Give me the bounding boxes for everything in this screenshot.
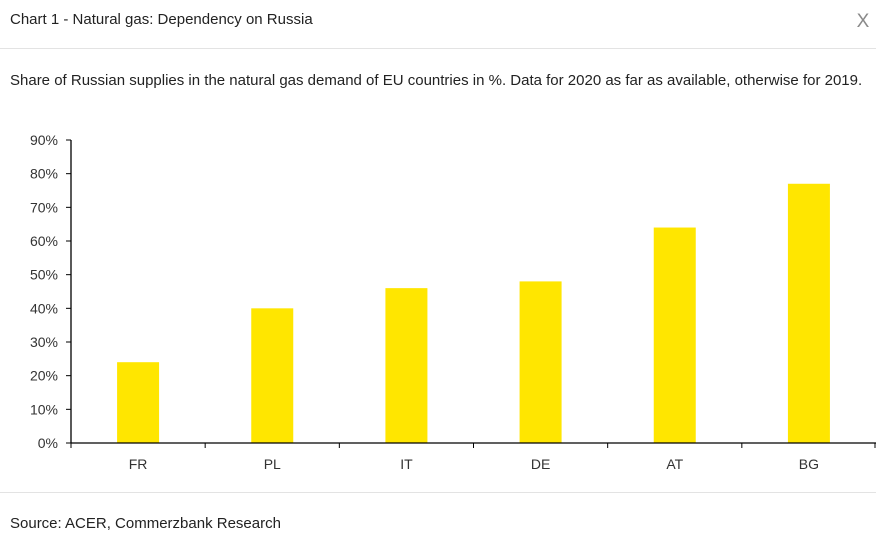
x-tick-label: BG [799,456,819,472]
y-tick-label: 60% [30,233,58,249]
y-tick-label: 0% [38,435,58,451]
bar-it [385,288,428,443]
chart-title: Chart 1 - Natural gas: Dependency on Rus… [10,11,313,28]
y-tick-label: 20% [30,368,58,384]
x-tick-label: FR [129,456,148,472]
close-button[interactable]: X [856,11,870,32]
source-note: Source: ACER, Commerzbank Research [10,515,281,532]
y-tick-label: 90% [30,132,58,148]
bar-de [519,281,562,443]
y-tick-label: 80% [30,166,58,182]
y-tick-label: 40% [30,300,58,316]
y-tick-label: 50% [30,267,58,283]
chart-footer: Source: ACER, Commerzbank Research [0,492,876,538]
chart-subtitle: Share of Russian supplies in the natural… [10,72,863,89]
bar-at [653,227,696,443]
x-tick-label: AT [666,456,683,472]
x-tick-label: IT [400,456,413,472]
bar-chart: 0% 10% 20% 30% 40% 50% 60% 70% 80% 90% FR PL IT DE AT… [30,132,876,472]
x-tick-label: PL [264,456,281,472]
y-tick-label: 70% [30,199,58,215]
chart-header: Chart 1 - Natural gas: Dependency on Rus… [0,0,876,49]
bar-bg [787,183,830,443]
y-tick-label: 10% [30,401,58,417]
y-tick-label: 30% [30,334,58,350]
bar-pl [251,308,294,443]
x-tick-label: DE [531,456,550,472]
bar-fr [117,362,160,443]
